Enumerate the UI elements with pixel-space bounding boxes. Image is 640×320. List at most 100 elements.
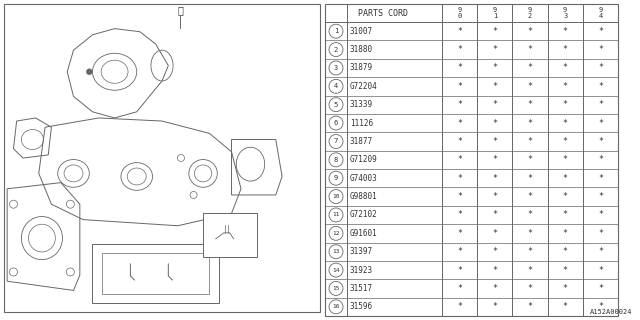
Text: *: * (563, 137, 568, 146)
Text: *: * (563, 63, 568, 72)
Text: *: * (563, 229, 568, 238)
Text: *: * (598, 45, 603, 54)
Text: *: * (492, 119, 497, 128)
Text: 9: 9 (334, 175, 338, 181)
Text: 31339: 31339 (350, 100, 373, 109)
Text: *: * (527, 155, 532, 164)
Text: 1: 1 (334, 28, 338, 34)
Text: *: * (492, 155, 497, 164)
Text: 11126: 11126 (350, 119, 373, 128)
Text: G71209: G71209 (350, 155, 378, 164)
Text: 31877: 31877 (350, 137, 373, 146)
Text: G74003: G74003 (350, 174, 378, 183)
Text: 31880: 31880 (350, 45, 373, 54)
Text: G72102: G72102 (350, 211, 378, 220)
Text: *: * (492, 45, 497, 54)
Bar (203, 213, 257, 257)
Text: *: * (527, 137, 532, 146)
Text: *: * (457, 137, 462, 146)
Text: G72204: G72204 (350, 82, 378, 91)
Text: *: * (527, 229, 532, 238)
Text: *: * (598, 174, 603, 183)
Text: *: * (457, 45, 462, 54)
Text: 31007: 31007 (350, 27, 373, 36)
Text: *: * (598, 63, 603, 72)
Text: *: * (457, 229, 462, 238)
Text: 31397: 31397 (350, 247, 373, 256)
Text: 12: 12 (332, 231, 340, 236)
Text: *: * (457, 266, 462, 275)
Text: PARTS CORD: PARTS CORD (358, 9, 408, 18)
Text: 3: 3 (334, 65, 338, 71)
Text: *: * (563, 192, 568, 201)
Text: *: * (492, 247, 497, 256)
Text: 13: 13 (332, 249, 340, 254)
Text: *: * (598, 100, 603, 109)
Text: *: * (563, 100, 568, 109)
Text: 31517: 31517 (350, 284, 373, 293)
Text: 9
1: 9 1 (493, 7, 497, 19)
Text: *: * (492, 229, 497, 238)
Text: *: * (492, 63, 497, 72)
Text: *: * (457, 155, 462, 164)
Text: *: * (457, 192, 462, 201)
Text: *: * (598, 27, 603, 36)
Text: 16: 16 (332, 304, 340, 309)
Text: *: * (492, 27, 497, 36)
Text: 31923: 31923 (350, 266, 373, 275)
Text: *: * (527, 100, 532, 109)
Text: *: * (527, 266, 532, 275)
Text: 9
0: 9 0 (458, 7, 461, 19)
Text: 15: 15 (332, 286, 340, 291)
Text: 2: 2 (334, 47, 338, 52)
Text: *: * (527, 302, 532, 311)
Text: *: * (527, 27, 532, 36)
Text: *: * (563, 211, 568, 220)
Text: 7: 7 (334, 139, 338, 144)
Text: *: * (492, 266, 497, 275)
Text: *: * (598, 211, 603, 220)
Text: 11: 11 (332, 212, 340, 217)
Text: 6: 6 (334, 120, 338, 126)
Text: *: * (457, 82, 462, 91)
Text: G98801: G98801 (350, 192, 378, 201)
Text: 9
2: 9 2 (528, 7, 532, 19)
Text: *: * (563, 302, 568, 311)
Text: *: * (457, 284, 462, 293)
Text: A152A00024: A152A00024 (589, 309, 632, 315)
Text: *: * (457, 174, 462, 183)
Text: *: * (492, 302, 497, 311)
Text: *: * (492, 100, 497, 109)
Text: *: * (598, 192, 603, 201)
Bar (4, 4, 320, 312)
Text: *: * (598, 82, 603, 91)
Text: *: * (457, 302, 462, 311)
Text: *: * (527, 45, 532, 54)
Text: *: * (457, 100, 462, 109)
Text: 9
4: 9 4 (598, 7, 602, 19)
Text: *: * (527, 284, 532, 293)
Text: *: * (563, 284, 568, 293)
Text: *: * (563, 82, 568, 91)
Text: *: * (598, 155, 603, 164)
Text: *: * (598, 247, 603, 256)
Text: *: * (457, 211, 462, 220)
Text: *: * (563, 27, 568, 36)
Bar (93, 244, 219, 303)
Text: *: * (492, 192, 497, 201)
Text: *: * (457, 27, 462, 36)
Text: *: * (527, 119, 532, 128)
Text: *: * (563, 247, 568, 256)
Text: *: * (492, 284, 497, 293)
Text: 31879: 31879 (350, 63, 373, 72)
Text: *: * (492, 174, 497, 183)
Bar (325, 4, 618, 316)
Text: *: * (457, 119, 462, 128)
Text: *: * (527, 174, 532, 183)
Text: *: * (527, 211, 532, 220)
Bar (102, 253, 209, 293)
Text: *: * (563, 119, 568, 128)
Text: *: * (527, 63, 532, 72)
Text: *: * (457, 247, 462, 256)
Text: 31596: 31596 (350, 302, 373, 311)
